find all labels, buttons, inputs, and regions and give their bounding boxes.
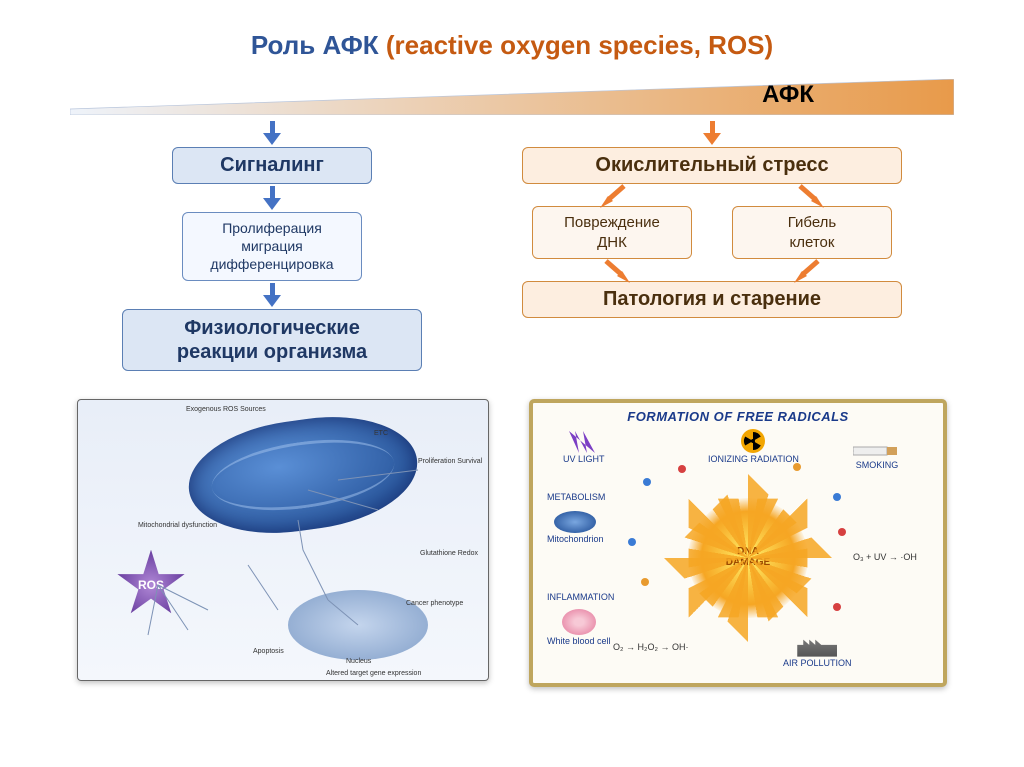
uv-light-source: UV LIGHT (563, 431, 605, 464)
prolif-line: Пролиферация (201, 219, 343, 237)
molecule-dot (793, 463, 801, 471)
proliferation-box: Пролиферация миграция дифференцировка (182, 212, 362, 281)
ros-pathway-panel: ROS Exogenous ROS Sources Mitochondrial … (77, 399, 489, 681)
afk-label: АФК (762, 81, 814, 109)
physiological-box: Физиологические реакции организма (122, 309, 422, 371)
molecule-dot (833, 493, 841, 501)
mito-source: Mitochondrion (547, 511, 604, 544)
oxidative-stress-box: Окислительный стресс (522, 147, 902, 184)
death-line: Гибель (743, 213, 881, 233)
molecule-dot (628, 538, 636, 546)
prolif-line: дифференцировка (201, 255, 343, 273)
species-label: O₂ → H₂O₂ → OH· (613, 643, 689, 652)
death-line: клеток (743, 233, 881, 253)
molecule-dot (838, 528, 846, 536)
flow-columns: Сигналинг Пролиферация миграция дифферен… (60, 119, 964, 371)
page-title: Роль АФК (reactive oxygen species, ROS) (60, 30, 964, 61)
free-radicals-panel: FORMATION OF FREE RADICALS DNA DAMAGE UV… (529, 399, 947, 687)
merge-arrows (502, 259, 922, 281)
species-label: O₃ + UV → ·OH (853, 553, 917, 562)
arrow-down-icon (263, 121, 281, 145)
title-prefix: Роль АФК (251, 30, 386, 60)
arrow-diag-right-icon (792, 184, 826, 210)
cell-icon (562, 609, 596, 635)
arrow-down-icon (703, 121, 721, 145)
right-column: Окислительный стресс Повреждение ДНК Гиб… (502, 119, 922, 371)
prolif-line: миграция (201, 237, 343, 255)
damage-burst-icon: DNA DAMAGE (688, 498, 808, 618)
molecule-dot (678, 465, 686, 473)
left-column: Сигналинг Пролиферация миграция дифферен… (102, 119, 442, 371)
wbc-source: White blood cell (547, 609, 611, 646)
physio-line: реакции организма (141, 340, 403, 364)
factory-icon (797, 631, 837, 657)
molecule-dot (643, 478, 651, 486)
cell-death-box: Гибель клеток (732, 206, 892, 259)
damage-row: Повреждение ДНК Гибель клеток (502, 206, 922, 259)
dna-line: Повреждение (543, 213, 681, 233)
molecule-dot (641, 578, 649, 586)
panel-b-title: FORMATION OF FREE RADICALS (533, 409, 943, 424)
metabolism-source: METABOLISM (547, 493, 605, 502)
pathology-box: Патология и старение (522, 281, 902, 318)
arrow-diag-left-icon (792, 259, 826, 285)
physio-line: Физиологические (141, 316, 403, 340)
signaling-box: Сигналинг (172, 147, 372, 184)
title-paren: (reactive oxygen species, ROS) (386, 30, 773, 60)
afk-gradient-bar: АФК (70, 79, 954, 115)
inflammation-source: INFLAMMATION (547, 593, 614, 602)
smoking-source: SMOKING (853, 443, 901, 470)
arrow-down-icon (263, 283, 281, 307)
illustration-panels: ROS Exogenous ROS Sources Mitochondrial … (60, 399, 964, 687)
arrow-diag-right-icon (598, 259, 632, 285)
mitochondrion-icon (554, 511, 596, 533)
air-pollution-source: AIR POLLUTION (783, 631, 852, 668)
radiation-source: IONIZING RADIATION (708, 429, 799, 464)
uv-icon (569, 431, 599, 453)
split-arrows (502, 184, 922, 206)
arrow-diag-left-icon (598, 184, 632, 210)
radiation-icon (741, 429, 765, 453)
cigarette-icon (853, 443, 901, 459)
dna-line: ДНК (543, 233, 681, 253)
arrow-down-icon (263, 186, 281, 210)
gradient-triangle (70, 79, 954, 115)
pathway-lines (78, 400, 488, 680)
dna-damage-box: Повреждение ДНК (532, 206, 692, 259)
burst-label: DNA DAMAGE (688, 546, 808, 568)
molecule-dot (833, 603, 841, 611)
